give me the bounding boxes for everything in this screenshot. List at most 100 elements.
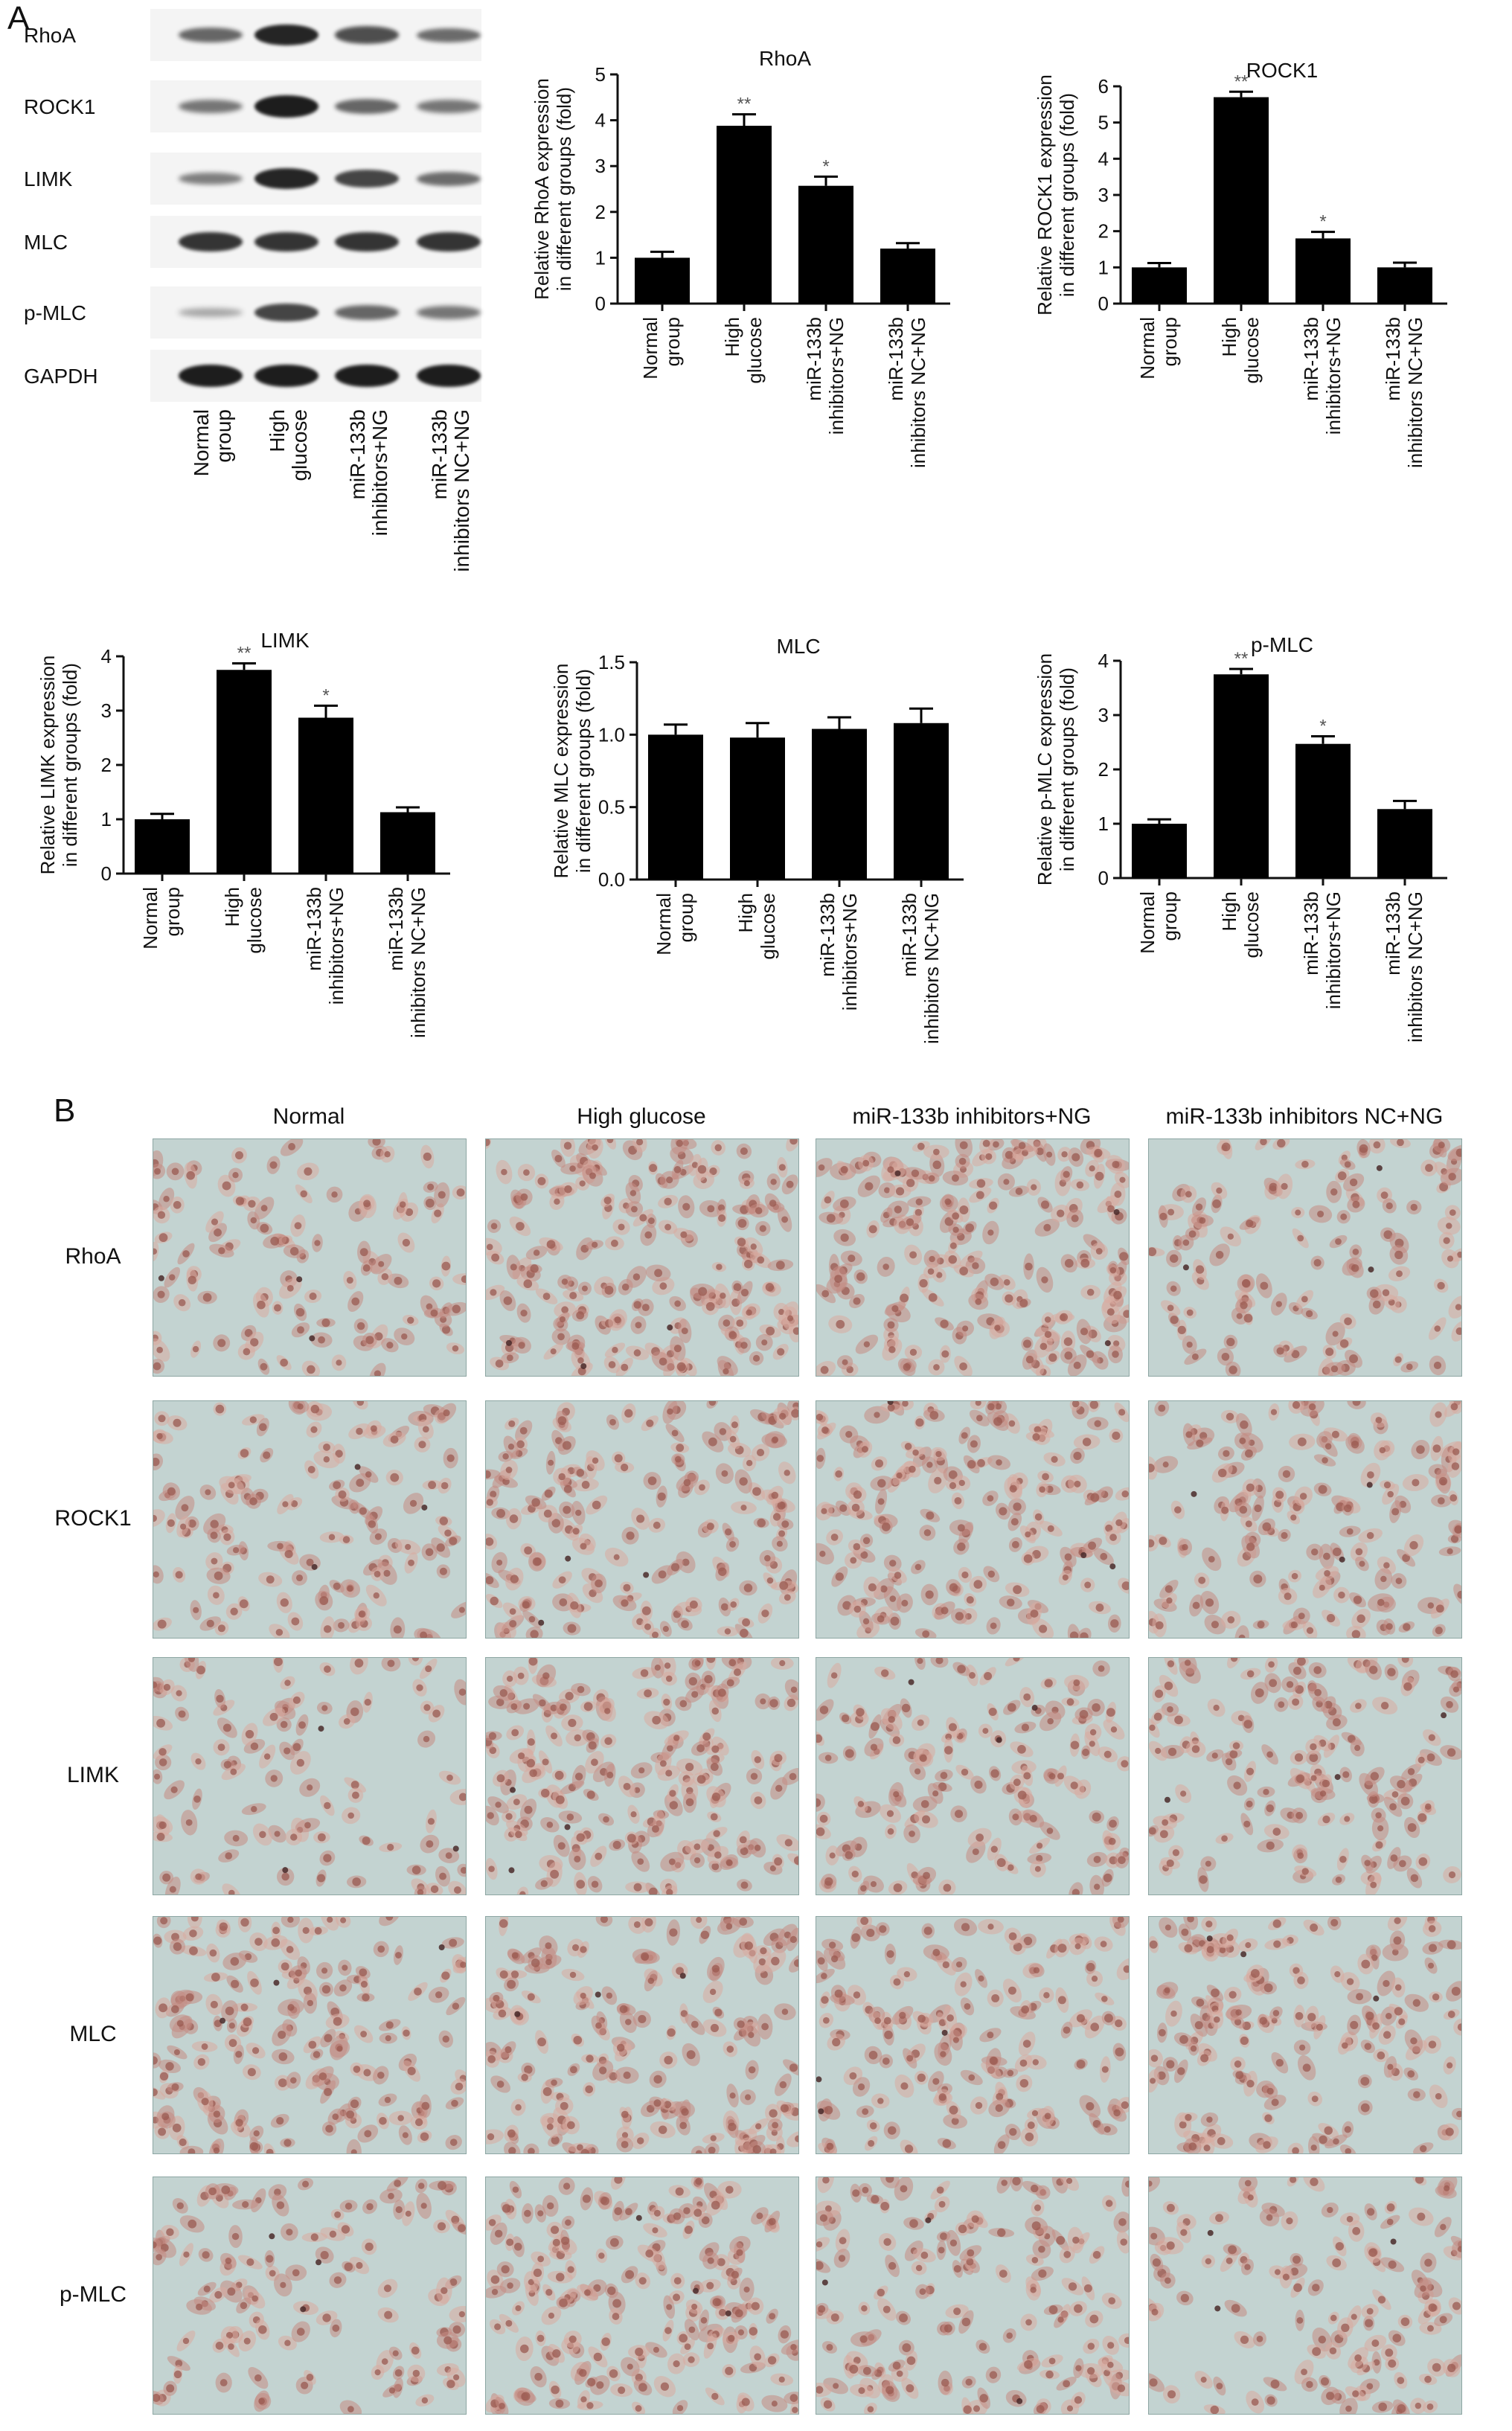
blot-lane-label: miR-133b inhibitors NC+NG — [428, 409, 473, 572]
micrograph-row-label: RhoA — [65, 1244, 121, 1269]
micrograph-rock1-1 — [153, 1400, 467, 1639]
y-tick-label: 2 — [595, 201, 606, 223]
micrograph-cells — [816, 2177, 1129, 2414]
x-tick-label: miR-133binhibitors+NG — [1300, 891, 1345, 1009]
blot-lane-label: High glucose — [266, 409, 311, 481]
blot-lane-label: Normal group — [190, 409, 235, 477]
x-tick-label: Normalgroup — [653, 893, 697, 955]
micrograph-cells — [486, 2177, 798, 2414]
blot-band — [254, 24, 318, 46]
micrograph-cells — [153, 2177, 466, 2414]
micrograph-row-label: p-MLC — [59, 2282, 126, 2307]
bar — [1295, 238, 1351, 304]
y-tick-label: 2 — [1098, 220, 1109, 243]
western-blot: RhoA ROCK1 LIMK MLC p-MLC GAPDH Normal group Hi… — [24, 0, 481, 572]
bar — [880, 249, 935, 304]
panel-label-b: B — [54, 1092, 76, 1129]
rock1-bar-chart: ROCK1 Relative ROCK1 expressionin differe… — [1034, 59, 1447, 468]
y-tick-label: 3 — [595, 155, 606, 177]
micrograph-cells — [816, 1917, 1129, 2153]
chart-title: MLC — [776, 635, 820, 658]
x-tick-label: Normalgroup — [1136, 891, 1181, 954]
bar — [1132, 824, 1187, 878]
micrograph-cells — [486, 1917, 798, 2153]
mlc-bar-chart: MLC Relative MLC expressionin different g… — [550, 635, 964, 1044]
micrograph-mlc-4 — [1148, 1916, 1462, 2154]
bar — [894, 723, 949, 880]
bar — [635, 257, 690, 304]
significance-marker: * — [322, 685, 329, 705]
chart-body: LIMK Relative LIMK expressionin different… — [36, 629, 450, 1038]
blot-lane-label: miR-133b inhibitors+NG — [346, 409, 391, 537]
micrograph-cells — [153, 1401, 466, 1638]
blot-strip — [150, 350, 481, 402]
chart-body: MLC Relative MLC expressionin different g… — [550, 635, 964, 1044]
y-tick-label: 0 — [1098, 292, 1109, 315]
bar — [730, 737, 785, 880]
y-axis-label: Relative p-MLC expressionin different gr… — [1034, 653, 1078, 885]
bar — [380, 812, 435, 874]
blot-band — [179, 308, 243, 317]
blot-strip — [150, 80, 481, 132]
blot-row-label: RhoA — [24, 24, 77, 47]
micrograph-cells — [816, 1139, 1129, 1376]
blot-band — [179, 172, 243, 185]
blot-band — [179, 100, 243, 113]
blot-strip — [150, 9, 481, 61]
y-tick-label: 3 — [1098, 184, 1109, 206]
micrograph-p-mlc-4 — [1148, 2177, 1462, 2415]
micrograph-cells — [486, 1139, 798, 1376]
y-tick-label: 1.5 — [598, 651, 625, 673]
blot-strip — [150, 286, 481, 339]
blot-band — [417, 231, 481, 252]
micrograph-cells — [153, 1917, 466, 2153]
blot-band — [254, 365, 318, 387]
p-mlc-bar-chart: p-MLC Relative p-MLC expressionin differe… — [1034, 633, 1447, 1042]
x-tick-label: miR-133binhibitors NC+NG — [1382, 891, 1426, 1042]
y-tick-label: 5 — [595, 63, 606, 86]
bar — [798, 185, 853, 304]
blot-row-label: LIMK — [24, 167, 73, 190]
micrograph-rhoa-3 — [816, 1138, 1130, 1377]
blot-band — [254, 95, 318, 118]
micrograph-row-label: MLC — [69, 2022, 117, 2046]
blot-strip — [150, 216, 481, 268]
blot-row-label: p-MLC — [24, 301, 87, 324]
bar — [1295, 743, 1351, 878]
x-tick-label: Normalgroup — [1136, 317, 1181, 379]
significance-marker: * — [1319, 716, 1326, 736]
bar — [648, 734, 703, 880]
blot-band — [335, 304, 399, 321]
micrograph-p-mlc-1 — [153, 2177, 467, 2415]
y-tick-label: 4 — [1098, 147, 1109, 170]
significance-marker: ** — [237, 643, 252, 663]
x-tick-label: Normalgroup — [139, 887, 184, 949]
y-axis-label: Relative ROCK1 expressionin different gr… — [1034, 74, 1078, 316]
x-tick-label: miR-133binhibitors NC+NG — [898, 893, 943, 1044]
blot-band — [417, 171, 481, 186]
y-axis-label: Relative LIMK expressionin different gro… — [36, 656, 81, 875]
micrograph-limk-2 — [485, 1657, 799, 1895]
blot-band — [254, 303, 318, 322]
y-tick-label: 1 — [1098, 256, 1109, 278]
micrograph-cells — [1149, 1658, 1461, 1894]
y-tick-label: 0 — [1098, 867, 1109, 889]
y-tick-label: 3 — [1098, 704, 1109, 726]
blot-row-label: ROCK1 — [24, 95, 96, 118]
y-axis-label: Relative MLC expressionin different grou… — [550, 663, 595, 878]
chart-body: RhoA Relative RhoA expressionin different… — [531, 47, 950, 468]
x-tick-label: miR-133binhibitors NC+NG — [385, 887, 429, 1038]
significance-marker: * — [822, 156, 829, 176]
micrograph-column-title: High glucose — [577, 1104, 706, 1129]
bar — [1377, 267, 1432, 304]
x-tick-label: Highglucose — [721, 317, 766, 384]
y-tick-label: 5 — [1098, 112, 1109, 134]
bar — [812, 728, 867, 880]
blot-band — [335, 26, 399, 44]
x-tick-label: miR-133binhibitors+NG — [1300, 317, 1345, 435]
micrograph-limk-3 — [816, 1657, 1130, 1895]
y-tick-label: 1 — [595, 246, 606, 269]
y-tick-label: 2 — [1098, 758, 1109, 781]
micrograph-rock1-4 — [1148, 1400, 1462, 1639]
blot-band — [335, 231, 399, 252]
